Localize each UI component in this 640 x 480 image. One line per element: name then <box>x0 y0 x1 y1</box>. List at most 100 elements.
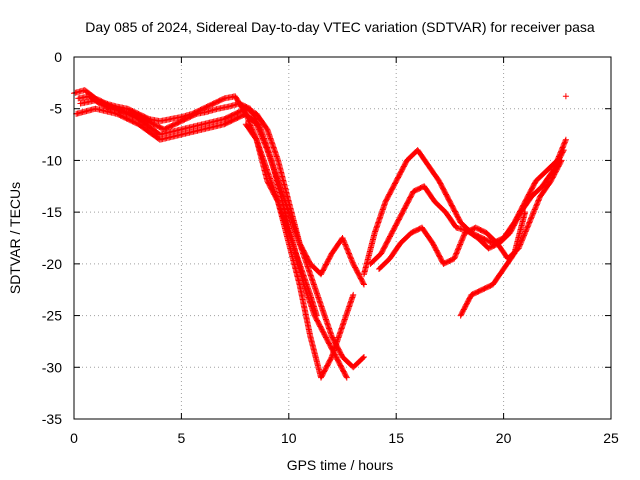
data-point <box>455 245 462 252</box>
series-track-e <box>242 121 357 381</box>
data-point <box>345 249 352 256</box>
data-point <box>453 250 460 257</box>
data-point <box>525 220 532 227</box>
data-point <box>562 93 569 100</box>
data-point <box>341 238 348 245</box>
data-point <box>257 131 264 138</box>
data-point <box>535 197 542 204</box>
y-tick-labels: 0 -5 -10 -15 -20 -25 -30 -35 <box>42 49 62 427</box>
data-point <box>349 259 356 266</box>
series-track-d <box>73 105 367 288</box>
data-point <box>524 223 531 230</box>
data-point <box>523 225 530 232</box>
data-point <box>519 235 526 241</box>
data-point <box>347 253 354 260</box>
data-point <box>342 241 349 248</box>
data-point <box>453 249 460 256</box>
data-point <box>560 148 567 155</box>
y-axis-label: SDTVAR / TECUs <box>7 182 23 294</box>
y-tick-label: -25 <box>42 308 62 324</box>
data-point <box>257 130 264 137</box>
data-point <box>255 125 262 132</box>
data-point <box>344 247 351 254</box>
data-points <box>71 87 569 381</box>
data-point <box>343 373 350 380</box>
data-point <box>344 246 351 253</box>
data-point <box>274 197 281 204</box>
series-track-h <box>376 157 565 273</box>
data-point <box>457 240 464 247</box>
data-point <box>452 253 459 260</box>
data-point <box>360 353 367 360</box>
data-point <box>259 135 266 142</box>
data-point <box>360 280 367 287</box>
data-point <box>534 200 541 207</box>
data-point <box>262 143 269 150</box>
y-tick-label: -5 <box>50 101 63 117</box>
data-point <box>349 258 356 265</box>
series-track-i <box>457 209 529 319</box>
data-point <box>529 213 536 220</box>
data-point <box>562 138 569 145</box>
x-tick-label: 25 <box>603 430 619 446</box>
data-point <box>521 232 528 239</box>
data-point <box>339 235 346 241</box>
data-point <box>256 128 263 135</box>
data-point <box>532 203 539 210</box>
data-point <box>522 229 529 236</box>
data-point <box>529 211 536 218</box>
data-point <box>258 134 265 141</box>
data-point <box>527 215 534 222</box>
data-point <box>263 144 270 151</box>
data-point <box>345 250 352 257</box>
data-point <box>557 158 564 165</box>
data-point <box>530 209 537 216</box>
data-point <box>459 236 466 243</box>
data-point <box>457 241 464 248</box>
data-point <box>530 210 537 217</box>
x-tick-label: 20 <box>496 430 512 446</box>
data-point <box>454 246 461 253</box>
data-point <box>458 237 465 244</box>
data-point <box>454 247 461 254</box>
y-tick-label: -35 <box>42 411 62 427</box>
data-point <box>523 227 530 234</box>
x-tick-label: 10 <box>281 430 297 446</box>
data-point <box>526 218 533 225</box>
x-tick-labels: 0 5 10 15 20 25 <box>70 430 619 446</box>
x-tick-label: 5 <box>178 430 186 446</box>
data-point <box>347 254 354 261</box>
data-point <box>456 242 463 249</box>
data-point <box>533 201 540 208</box>
data-point <box>527 216 534 223</box>
data-point <box>254 123 261 130</box>
data-point <box>258 132 265 139</box>
data-point <box>220 95 227 102</box>
data-point <box>562 136 569 143</box>
data-point <box>451 254 458 261</box>
data-point <box>260 136 267 143</box>
x-tick-label: 15 <box>388 430 404 446</box>
data-point <box>522 228 529 235</box>
y-tick-label: 0 <box>54 49 62 65</box>
data-point <box>558 157 565 164</box>
data-point <box>340 237 347 244</box>
data-point <box>532 205 539 212</box>
data-point <box>360 354 367 361</box>
data-point <box>348 256 355 263</box>
data-point <box>260 138 267 145</box>
data-point <box>343 245 350 252</box>
data-point <box>341 240 348 247</box>
data-point <box>261 140 268 147</box>
x-tick-label: 0 <box>70 430 78 446</box>
data-point <box>533 202 540 209</box>
data-point <box>452 251 459 258</box>
data-point <box>350 291 357 298</box>
data-point <box>340 236 347 243</box>
data-point <box>561 140 568 147</box>
data-point <box>521 231 528 238</box>
series-outlier <box>562 93 569 100</box>
data-point <box>460 232 467 239</box>
data-point <box>261 139 268 146</box>
